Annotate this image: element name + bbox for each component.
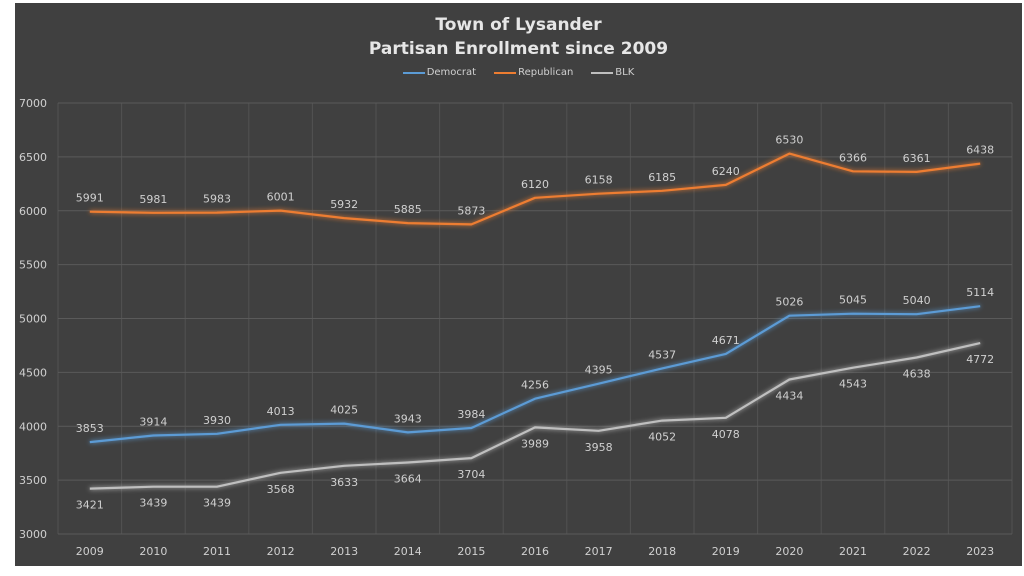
data-label-republican: 6001 bbox=[267, 191, 295, 204]
data-label-republican: 5873 bbox=[457, 204, 485, 217]
data-label-republican: 5932 bbox=[330, 198, 358, 211]
data-label-democrat: 4256 bbox=[521, 379, 549, 392]
y-tick-label: 4500 bbox=[19, 366, 47, 379]
data-label-republican: 6361 bbox=[903, 152, 931, 165]
data-label-democrat: 4671 bbox=[712, 334, 740, 347]
chart-title: Town of Lysander bbox=[435, 15, 602, 35]
legend-label-democrat: Democrat bbox=[426, 67, 477, 78]
y-axis: 3000 3500 4000 4500 5000 5500 6000 6500 7000 bbox=[19, 97, 47, 541]
y-tick-label: 3500 bbox=[19, 474, 47, 487]
x-tick-label: 2012 bbox=[267, 545, 295, 558]
x-tick-label: 2022 bbox=[903, 545, 931, 558]
y-tick-label: 5000 bbox=[19, 313, 47, 326]
x-tick-label: 2020 bbox=[775, 545, 803, 558]
data-label-democrat: 3853 bbox=[76, 422, 104, 435]
x-tick-label: 2015 bbox=[457, 545, 485, 558]
data-label-democrat: 4395 bbox=[585, 364, 613, 377]
series-lines bbox=[89, 152, 981, 490]
data-label-democrat: 5114 bbox=[966, 286, 994, 299]
legend-label-republican: Republican bbox=[518, 67, 574, 78]
data-label-blk: 4772 bbox=[966, 353, 994, 366]
y-tick-label: 7000 bbox=[19, 97, 47, 110]
chart-subtitle: Partisan Enrollment since 2009 bbox=[368, 39, 669, 59]
data-label-blk: 4434 bbox=[775, 389, 803, 402]
data-label-democrat: 5045 bbox=[839, 294, 867, 307]
x-axis: 2009 2010 2011 2012 2013 2014 2015 2016 2017 2018… bbox=[76, 545, 994, 558]
x-tick-label: 2011 bbox=[203, 545, 231, 558]
y-tick-label: 5500 bbox=[19, 259, 47, 272]
data-label-democrat: 4013 bbox=[267, 405, 295, 418]
data-label-blk: 4543 bbox=[839, 378, 867, 391]
data-label-republican: 5981 bbox=[139, 193, 167, 206]
x-tick-label: 2023 bbox=[966, 545, 994, 558]
data-label-democrat: 4537 bbox=[648, 348, 676, 361]
data-label-blk: 3439 bbox=[203, 497, 231, 510]
data-label-democrat: 3943 bbox=[394, 412, 422, 425]
data-label-blk: 3633 bbox=[330, 476, 358, 489]
legend-label-blk: BLK bbox=[615, 67, 635, 78]
data-label-republican: 6120 bbox=[521, 178, 549, 191]
data-label-blk: 3704 bbox=[457, 468, 485, 481]
series-line-republican bbox=[89, 152, 981, 226]
data-label-democrat: 3930 bbox=[203, 414, 231, 427]
x-tick-label: 2010 bbox=[139, 545, 167, 558]
legend-swatch-blk bbox=[591, 71, 614, 74]
x-tick-label: 2017 bbox=[585, 545, 613, 558]
data-label-republican: 6158 bbox=[585, 174, 613, 187]
data-label-blk: 3439 bbox=[139, 497, 167, 510]
data-label-republican: 5991 bbox=[76, 192, 104, 205]
x-tick-label: 2019 bbox=[712, 545, 740, 558]
data-label-republican: 6438 bbox=[966, 144, 994, 157]
data-label-blk: 4078 bbox=[712, 428, 740, 441]
x-tick-label: 2021 bbox=[839, 545, 867, 558]
data-label-democrat: 5040 bbox=[903, 294, 931, 307]
legend-item-democrat: Democrat bbox=[402, 67, 477, 78]
gridlines bbox=[57, 102, 1013, 535]
data-label-blk: 4638 bbox=[903, 368, 931, 381]
y-tick-label: 4000 bbox=[19, 420, 47, 433]
series-line-blk bbox=[89, 342, 981, 490]
x-tick-label: 2018 bbox=[648, 545, 676, 558]
data-label-republican: 5885 bbox=[394, 203, 422, 216]
legend-item-blk: BLK bbox=[591, 67, 634, 78]
line-chart: 3000 3500 4000 4500 5000 5500 6000 6500 7000 200… bbox=[19, 97, 1013, 558]
data-label-democrat: 5026 bbox=[775, 296, 803, 309]
data-label-blk: 3958 bbox=[585, 441, 613, 454]
y-tick-label: 6500 bbox=[19, 151, 47, 164]
data-label-republican: 6185 bbox=[648, 171, 676, 184]
data-label-democrat: 4025 bbox=[330, 404, 358, 417]
data-label-republican: 6530 bbox=[775, 134, 803, 147]
legend-swatch-democrat bbox=[402, 71, 425, 74]
x-tick-label: 2016 bbox=[521, 545, 549, 558]
legend-item-republican: Republican bbox=[494, 67, 573, 78]
x-tick-label: 2009 bbox=[76, 545, 104, 558]
data-label-republican: 5983 bbox=[203, 193, 231, 206]
chart-panel: Town of Lysander Partisan Enrollment sin… bbox=[15, 3, 1022, 566]
data-label-blk: 3568 bbox=[267, 483, 295, 496]
data-label-republican: 6240 bbox=[712, 165, 740, 178]
data-label-republican: 6366 bbox=[839, 151, 867, 164]
data-label-democrat: 3984 bbox=[457, 408, 485, 421]
legend: Democrat Republican BLK bbox=[15, 67, 1022, 78]
data-label-blk: 3421 bbox=[76, 499, 104, 512]
x-tick-label: 2014 bbox=[394, 545, 422, 558]
data-label-blk: 3664 bbox=[394, 472, 422, 485]
y-tick-label: 3000 bbox=[19, 528, 47, 541]
y-tick-label: 6000 bbox=[19, 205, 47, 218]
x-tick-label: 2013 bbox=[330, 545, 358, 558]
legend-swatch-republican bbox=[494, 71, 517, 74]
data-label-democrat: 3914 bbox=[139, 416, 167, 429]
data-labels: 3853 3914 3930 4013 4025 3943 3984 4256 4395 4537… bbox=[76, 134, 994, 512]
series-line-democrat bbox=[89, 305, 981, 444]
data-label-blk: 3989 bbox=[521, 437, 549, 450]
data-label-blk: 4052 bbox=[648, 431, 676, 444]
